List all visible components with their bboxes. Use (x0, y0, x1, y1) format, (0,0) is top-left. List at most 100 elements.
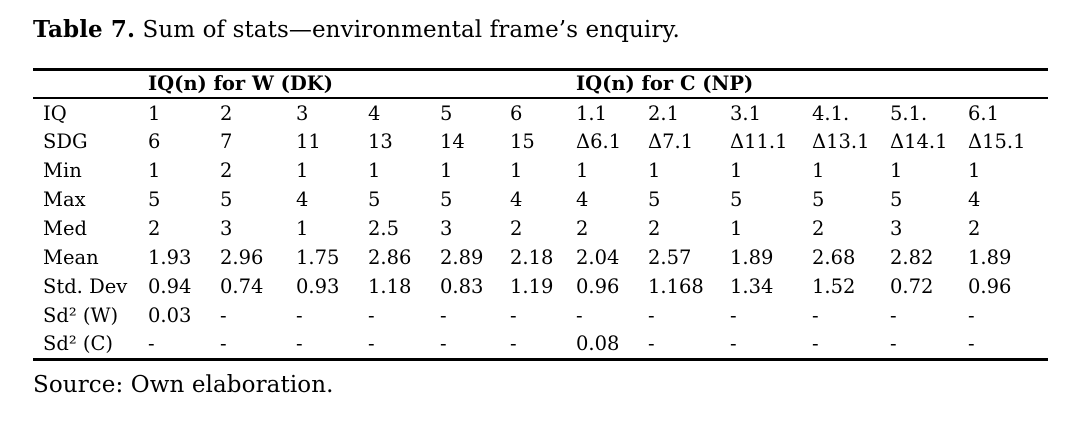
cell: 4 (576, 188, 589, 211)
cell: Δ6.1 (576, 130, 622, 153)
cell: 2 (220, 159, 233, 182)
cell: 2.68 (812, 246, 856, 269)
cell: 2.1 (648, 101, 680, 125)
cell: 0.83 (440, 275, 484, 298)
cell: 2 (148, 217, 161, 240)
cell: - (440, 332, 447, 356)
cell: 1 (730, 159, 743, 182)
group-header-row: IQ(n) for W (DK) IQ(n) for C (NP) (33, 69, 1049, 99)
cell: - (510, 304, 517, 327)
cell: - (890, 304, 897, 327)
cell: 1.19 (510, 275, 554, 298)
cell: 4.1. (812, 101, 850, 125)
group-header-empty (33, 69, 148, 99)
row-label: Sd² (W) (43, 304, 119, 327)
cell: 6 (148, 130, 161, 153)
cell: 3.1 (730, 101, 762, 125)
cell: 3 (220, 217, 233, 240)
cell: 5 (440, 188, 453, 211)
table-row: Mean 1.93 2.96 1.75 2.86 2.89 2.18 2.04 2.57 1.89… (33, 243, 1048, 272)
cell: 5 (220, 188, 233, 211)
row-label: IQ (43, 101, 67, 125)
cell: 3 (296, 101, 309, 125)
cell: 2 (648, 217, 661, 240)
cell: 1 (440, 159, 453, 182)
cell: Δ7.1 (648, 130, 694, 153)
cell: 7 (220, 130, 233, 153)
cell: 1 (296, 217, 309, 240)
cell: - (510, 332, 517, 356)
cell: 1.168 (648, 275, 704, 298)
group-header-w-dk: IQ(n) for W (DK) (148, 69, 577, 99)
cell: 2.57 (648, 246, 692, 269)
cell: Δ14.1 (890, 130, 948, 153)
table-caption-number: Table 7. (33, 16, 136, 43)
cell: 1 (368, 159, 381, 182)
table-row: SDG 6 7 11 13 14 15 Δ6.1 Δ7.1 Δ11.1 Δ13.1 Δ14.1 Δ15.… (33, 127, 1048, 156)
cell: - (576, 304, 583, 327)
cell: 1.75 (296, 246, 340, 269)
table-row: Sd² (W) 0.03 - - - - - - - - - - - (33, 301, 1048, 330)
cell: 1 (510, 159, 523, 182)
table-row: Med 2 3 1 2.5 3 2 2 2 1 2 3 2 (33, 214, 1048, 243)
cell: 11 (296, 130, 321, 153)
stats-table-body: IQ 1 2 3 4 5 6 1.1 2.1 3.1 4.1. 5.1. 6.1 SDG 6 7 11 13 14 1… (33, 98, 1048, 359)
cell: 1.93 (148, 246, 192, 269)
source-note: Source: Own elaboration. (33, 371, 334, 398)
cell: 2 (968, 217, 981, 240)
cell: 1 (730, 217, 743, 240)
table-row: Std. Dev 0.94 0.74 0.93 1.18 0.83 1.19 0.96 1.16… (33, 272, 1048, 301)
cell: 2 (220, 101, 233, 125)
cell: - (890, 332, 897, 356)
cell: 1 (148, 159, 161, 182)
cell: 1 (576, 159, 589, 182)
cell: Δ11.1 (730, 130, 788, 153)
cell: Δ13.1 (812, 130, 870, 153)
table-caption: Table 7. Sum of stats—environmental fram… (33, 16, 1048, 44)
cell: 6 (510, 101, 523, 125)
cell: 0.08 (576, 332, 620, 356)
table-row: Sd² (C) - - - - - - 0.08 - - - - - (33, 330, 1048, 359)
cell: 2.96 (220, 246, 264, 269)
table-caption-text: Sum of stats—environmental frame’s enqui… (135, 17, 680, 43)
row-label: Std. Dev (43, 275, 128, 298)
cell: 4 (296, 188, 309, 211)
cell: Δ15.1 (968, 130, 1026, 153)
cell: 5.1. (890, 101, 928, 125)
table-row: IQ 1 2 3 4 5 6 1.1 2.1 3.1 4.1. 5.1. 6.1 (33, 98, 1048, 127)
cell: - (220, 304, 227, 327)
cell: 5 (648, 188, 661, 211)
cell: - (812, 304, 819, 327)
row-label: Sd² (C) (43, 332, 113, 356)
cell: - (968, 332, 975, 356)
cell: 1 (812, 159, 825, 182)
cell: 1.1 (576, 101, 608, 125)
cell: 1 (968, 159, 981, 182)
row-label: Med (43, 217, 87, 240)
cell: 5 (812, 188, 825, 211)
table-row: Min 1 2 1 1 1 1 1 1 1 1 1 1 (33, 156, 1048, 185)
cell: - (440, 304, 447, 327)
cell: 4 (968, 188, 981, 211)
row-label: SDG (43, 130, 88, 153)
cell: 0.72 (890, 275, 934, 298)
cell: 0.94 (148, 275, 192, 298)
cell: 0.74 (220, 275, 264, 298)
cell: 5 (440, 101, 453, 125)
cell: 1 (148, 101, 161, 125)
cell: 0.96 (968, 275, 1012, 298)
cell: 4 (368, 101, 381, 125)
cell: 4 (510, 188, 523, 211)
cell: 5 (890, 188, 903, 211)
cell: 0.93 (296, 275, 340, 298)
cell: 1.34 (730, 275, 774, 298)
cell: - (648, 332, 655, 356)
cell: - (730, 332, 737, 356)
cell: 0.96 (576, 275, 620, 298)
cell: 2.82 (890, 246, 934, 269)
cell: - (368, 332, 375, 356)
cell: 0.03 (148, 304, 192, 327)
cell: 5 (368, 188, 381, 211)
row-label: Min (43, 159, 82, 182)
cell: 1 (890, 159, 903, 182)
